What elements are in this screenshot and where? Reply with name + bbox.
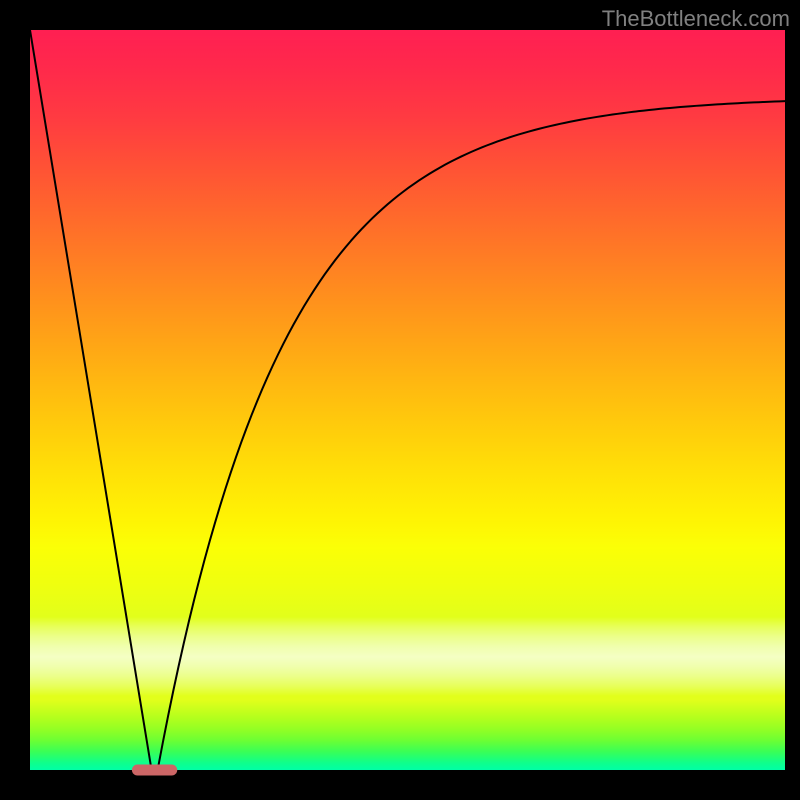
dip-marker-bar <box>132 764 177 775</box>
chart-wrapper: TheBottleneck.com <box>0 0 800 800</box>
watermark-text: TheBottleneck.com <box>602 6 790 32</box>
plot-gradient-area <box>30 30 785 770</box>
bottleneck-curve-chart <box>0 0 800 800</box>
